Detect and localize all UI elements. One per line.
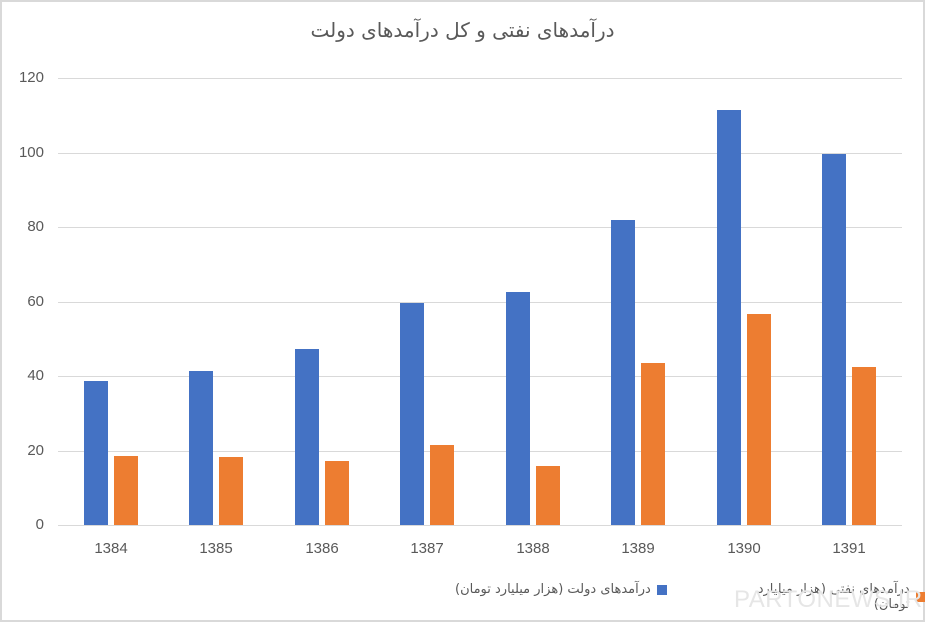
gridline [58, 227, 902, 228]
y-tick-label: 100 [18, 144, 44, 161]
x-tick-label: 1390 [727, 540, 761, 557]
bar-government-revenue [506, 292, 530, 525]
bar-government-revenue [189, 371, 213, 525]
legend-item-oil-revenue: درآمدهای نفتی (هزار میلیارد تومان) [730, 582, 925, 612]
bar-government-revenue [84, 381, 108, 525]
bar-government-revenue [717, 110, 741, 525]
bar-oil-revenue [747, 314, 771, 525]
y-tick-label: 120 [18, 69, 44, 86]
y-tick-label: 0 [35, 516, 44, 533]
bar-oil-revenue [536, 466, 560, 525]
bar-government-revenue [400, 303, 424, 525]
bar-government-revenue [822, 154, 846, 525]
watermark: PARTONEWS.IR [734, 586, 923, 613]
y-tick-label: 20 [27, 442, 44, 459]
gridline [58, 302, 902, 303]
y-tick-label: 80 [27, 218, 44, 235]
legend-swatch-blue [656, 584, 667, 595]
gridline [58, 78, 902, 79]
legend-label: درآمدهای دولت (هزار میلیارد تومان) [455, 582, 651, 597]
x-tick-label: 1386 [305, 540, 339, 557]
gridline [58, 376, 902, 377]
bar-oil-revenue [641, 363, 665, 525]
bar-oil-revenue [325, 461, 349, 525]
x-tick-label: 1389 [621, 540, 655, 557]
x-tick-label: 1385 [199, 540, 233, 557]
bar-oil-revenue [852, 367, 876, 525]
gridline [58, 451, 902, 452]
y-tick-label: 40 [27, 367, 44, 384]
y-tick-label: 60 [27, 293, 44, 310]
bar-oil-revenue [114, 456, 138, 525]
bar-government-revenue [295, 349, 319, 525]
x-tick-label: 1391 [832, 540, 866, 557]
chart-title: درآمدهای نفتی و کل درآمدهای دولت [310, 18, 615, 42]
legend-item-government-revenue: درآمدهای دولت (هزار میلیارد تومان) [455, 582, 667, 597]
bar-oil-revenue [430, 445, 454, 525]
x-tick-label: 1388 [516, 540, 550, 557]
x-tick-label: 1387 [410, 540, 444, 557]
legend: درآمدهای دولت (هزار میلیارد تومان) درآمد… [0, 582, 925, 612]
legend-label: درآمدهای نفتی (هزار میلیارد تومان) [757, 582, 910, 612]
gridline [58, 153, 902, 154]
x-tick-label: 1384 [94, 540, 128, 557]
legend-swatch-orange [915, 592, 925, 602]
bar-oil-revenue [219, 457, 243, 525]
bar-government-revenue [611, 220, 635, 525]
gridline [58, 525, 902, 526]
